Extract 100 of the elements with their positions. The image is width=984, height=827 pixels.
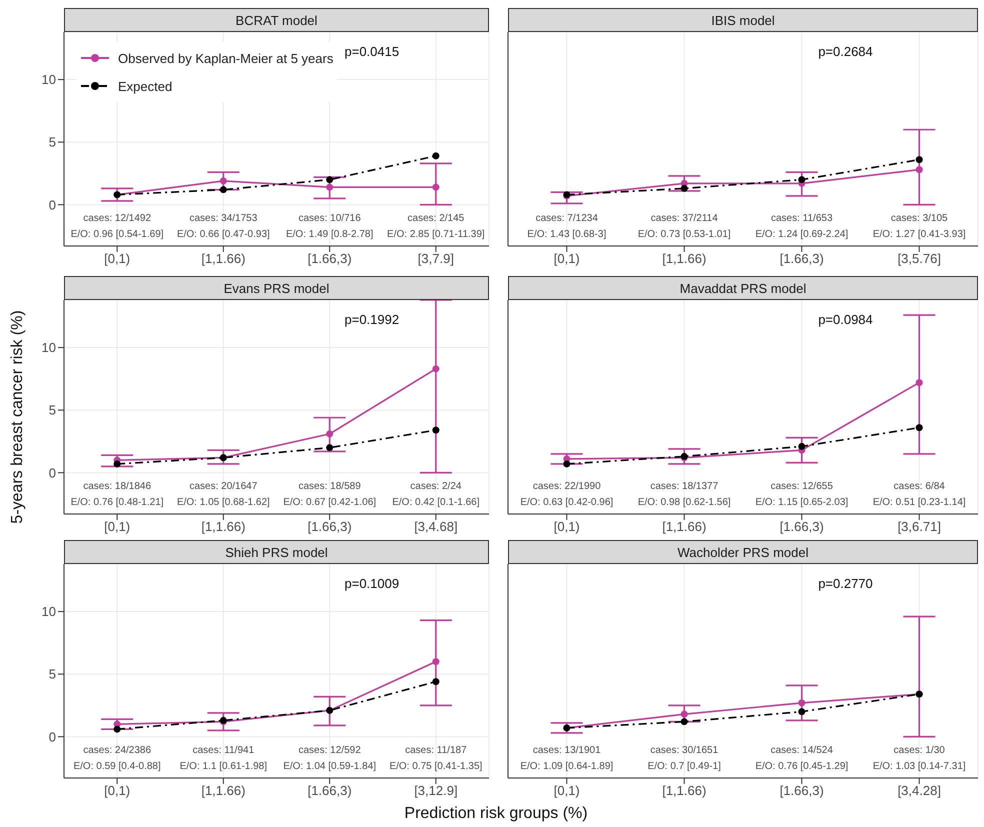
x-tick-label: [1,1.66) xyxy=(662,783,706,798)
annotation: E/O: 1.05 [0.68-1.62] xyxy=(176,497,271,508)
annotation: p=0.2770 xyxy=(818,576,873,591)
x-tick-label: [0,1) xyxy=(554,783,580,798)
x-tick-label: [1.66,3) xyxy=(308,251,352,266)
legend-label: Expected xyxy=(118,78,172,94)
point xyxy=(432,426,440,434)
x-tick-label: [3,5.76] xyxy=(898,251,941,266)
x-tick-label: [0,1) xyxy=(104,251,130,266)
annotation: cases: 18/1377 xyxy=(649,481,720,492)
point xyxy=(680,710,688,718)
annotation: cases: 12/1492 xyxy=(82,213,152,224)
x-tick-label: [1,1.66) xyxy=(662,519,706,534)
annotation: p=0.2684 xyxy=(818,44,873,59)
point xyxy=(916,166,923,174)
annotation: E/O: 0.66 [0.47-0.93] xyxy=(176,229,271,240)
annotation: cases: 1/30 xyxy=(892,745,946,756)
annotation: E/O: 0.42 [0.1-1.66] xyxy=(391,497,481,508)
x-tick-label: [3,4.68] xyxy=(414,519,458,534)
x-tick-label: [0,1) xyxy=(554,519,580,534)
y-tick-label: 5 xyxy=(48,666,56,682)
point xyxy=(326,430,334,438)
annotation: E/O: 0.59 [0.4-0.88] xyxy=(72,761,162,772)
point xyxy=(798,442,806,450)
point xyxy=(114,726,121,733)
annotation: E/O: 1.1 [0.61-1.98] xyxy=(178,761,268,772)
annotation: E/O: 1.09 [0.64-1.89] xyxy=(519,761,614,772)
x-tick-label: [1,1.66) xyxy=(201,783,246,798)
chart-title: Wacholder PRS model xyxy=(508,540,978,564)
annotation: cases: 14/524 xyxy=(770,745,834,756)
x-tick-label: [1.66,3) xyxy=(780,783,824,798)
x-tick-label: [1,1.66) xyxy=(662,251,706,266)
annotation: cases: 2/24 xyxy=(409,481,462,492)
annotation: E/O: 0.7 [0.49-1] xyxy=(646,761,722,772)
annotation: cases: 34/1753 xyxy=(188,213,258,224)
x-tick-label: [3,4.28] xyxy=(898,783,941,798)
annotation: p=0.0415 xyxy=(344,44,400,59)
point xyxy=(916,379,923,386)
annotation: cases: 7/1234 xyxy=(534,213,599,224)
annotation: p=0.1992 xyxy=(344,312,400,327)
annotation: cases: 12/655 xyxy=(770,481,834,492)
annotation: E/O: 1.24 [0.69-2.24] xyxy=(754,229,850,240)
annotation: cases: 22/1990 xyxy=(532,481,602,492)
annotation: E/O: 0.75 [0.41-1.35] xyxy=(388,761,484,772)
annotation: E/O: 1.43 [0.68-3] xyxy=(526,229,608,240)
point xyxy=(916,424,923,432)
point xyxy=(432,365,440,372)
point xyxy=(432,658,440,666)
chart-title: IBIS model xyxy=(508,8,978,32)
point xyxy=(798,708,806,716)
annotation: E/O: 0.76 [0.48-1.21] xyxy=(70,497,165,508)
point xyxy=(432,678,440,686)
x-tick-label: [0,1) xyxy=(104,783,130,798)
annotation: p=0.1009 xyxy=(344,576,400,591)
point xyxy=(326,176,334,184)
annotation: E/O: 0.96 [0.54-1.69] xyxy=(70,229,165,240)
annotation: cases: 30/1651 xyxy=(649,745,720,756)
legend-label: Observed by Kaplan-Meier at 5 years xyxy=(118,50,334,66)
annotation: cases: 11/187 xyxy=(404,745,468,756)
annotation: cases: 18/1846 xyxy=(82,481,152,492)
annotation: cases: 2/145 xyxy=(406,213,466,224)
annotation: cases: 12/592 xyxy=(297,745,362,756)
x-tick-label: [0,1) xyxy=(104,519,130,534)
annotation: cases: 24/2386 xyxy=(82,745,152,756)
y-tick-label: 10 xyxy=(42,604,56,620)
annotation: cases: 11/653 xyxy=(770,213,834,224)
annotation: E/O: 1.04 [0.59-1.84] xyxy=(282,761,378,772)
x-tick-label: [1.66,3) xyxy=(780,519,824,534)
point xyxy=(220,186,227,194)
x-tick-label: [1,1.66) xyxy=(201,519,246,534)
x-tick-label: [3,7.9] xyxy=(418,251,454,266)
x-tick-label: [3,6.71] xyxy=(898,519,941,534)
y-tick-label: 10 xyxy=(42,72,56,88)
point xyxy=(680,718,688,726)
annotation: cases: 3/105 xyxy=(890,213,949,224)
annotation: E/O: 0.76 [0.45-1.29] xyxy=(754,761,850,772)
y-tick-label: 0 xyxy=(48,197,56,212)
point xyxy=(798,699,806,706)
annotation: cases: 6/84 xyxy=(892,481,946,492)
annotation: E/O: 1.49 [0.8-2.78] xyxy=(286,229,374,240)
x-tick-label: [1,1.66) xyxy=(201,251,246,266)
point xyxy=(432,184,440,191)
annotation: p=0.0984 xyxy=(818,312,873,327)
y-tick-label: 10 xyxy=(42,340,56,356)
annotation: cases: 37/2114 xyxy=(650,213,719,224)
y-axis-title: 5-years breast cancer risk (%) xyxy=(9,309,27,526)
chart-title: Shieh PRS model xyxy=(64,540,489,564)
x-axis-title: Prediction risk groups (%) xyxy=(403,805,589,823)
x-tick-label: [1.66,3) xyxy=(308,519,352,534)
point xyxy=(680,184,688,192)
annotation: E/O: 1.03 [0.14-7.31] xyxy=(872,761,967,772)
annotation: E/O: 1.27 [0.41-3.93] xyxy=(872,229,967,240)
point xyxy=(326,444,334,452)
y-tick-label: 0 xyxy=(48,465,56,480)
y-tick-label: 5 xyxy=(48,134,56,150)
annotation: E/O: 1.15 [0.65-2.03] xyxy=(754,497,850,508)
y-tick-label: 5 xyxy=(48,402,56,418)
annotation: cases: 10/716 xyxy=(297,213,362,224)
point xyxy=(563,460,570,468)
annotation: cases: 18/589 xyxy=(297,481,362,492)
